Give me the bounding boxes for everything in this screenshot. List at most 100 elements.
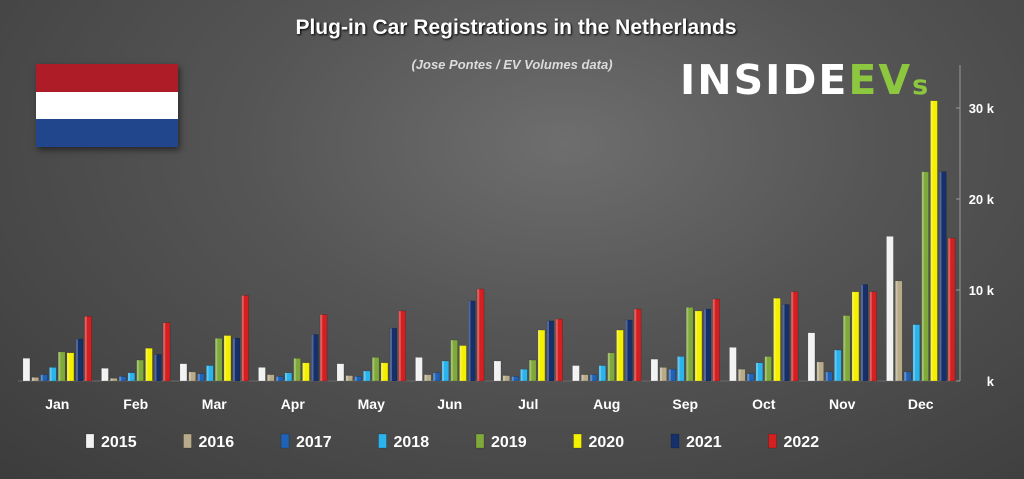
bar-2017-Aug bbox=[589, 374, 598, 382]
x-tick-label-Jul: Jul bbox=[518, 396, 538, 412]
logo-text-green: EV bbox=[848, 56, 913, 104]
bar-2019-Jan bbox=[57, 351, 66, 382]
bar-highlight bbox=[843, 315, 846, 381]
bar-highlight bbox=[703, 309, 706, 381]
bar-highlight bbox=[921, 171, 924, 381]
bar-2015-Dec bbox=[886, 236, 894, 382]
bar-highlight bbox=[694, 310, 698, 381]
bar-highlight bbox=[634, 309, 637, 381]
bar-2022-Feb bbox=[162, 322, 171, 382]
bar-highlight bbox=[389, 328, 392, 381]
bar-highlight bbox=[31, 377, 34, 381]
bar-2018-Sep bbox=[677, 356, 685, 382]
bar-2021-Jan bbox=[75, 338, 83, 382]
bar-highlight bbox=[459, 345, 462, 381]
bar-highlight bbox=[119, 376, 122, 381]
bar-highlight bbox=[764, 356, 767, 381]
bar-2022-Jul bbox=[555, 318, 563, 382]
bar-2022-Dec bbox=[947, 237, 956, 382]
bar-highlight bbox=[241, 295, 244, 381]
bar-2020-Dec bbox=[930, 100, 938, 382]
bar-2018-Aug bbox=[598, 365, 607, 382]
bar-2016-May bbox=[345, 375, 353, 382]
flag-stripe-white bbox=[36, 91, 178, 120]
bar-highlight bbox=[590, 374, 593, 381]
bar-2019-Oct bbox=[764, 356, 772, 382]
bar-2016-Jan bbox=[31, 377, 39, 382]
chart-subtitle: (Jose Pontes / EV Volumes data) bbox=[411, 57, 613, 72]
bar-2020-Jul bbox=[537, 329, 546, 382]
bar-2015-Aug bbox=[572, 365, 580, 382]
legend-label-2018: 2018 bbox=[394, 434, 430, 451]
legend-label-2022: 2022 bbox=[784, 434, 820, 451]
bar-highlight bbox=[502, 375, 505, 381]
bar-highlight bbox=[529, 360, 532, 381]
bar-2021-Mar bbox=[232, 337, 240, 382]
bar-highlight bbox=[477, 289, 480, 381]
x-tick-label-Oct: Oct bbox=[752, 396, 776, 412]
bar-highlight bbox=[686, 307, 689, 381]
bar-2016-Oct bbox=[738, 368, 746, 382]
bar-highlight bbox=[49, 367, 52, 381]
bar-highlight bbox=[677, 356, 680, 381]
bar-2017-Jun bbox=[432, 372, 441, 382]
bar-2021-Feb bbox=[154, 354, 162, 382]
bar-2015-Sep bbox=[650, 358, 659, 382]
bar-2022-Jun bbox=[476, 288, 485, 382]
bar-2020-Sep bbox=[694, 310, 703, 382]
bar-highlight bbox=[537, 330, 541, 381]
bar-2015-Jun bbox=[415, 357, 423, 382]
bar-2022-Nov bbox=[869, 291, 877, 382]
bar-highlight bbox=[738, 369, 741, 381]
bar-2021-Aug bbox=[625, 319, 633, 382]
x-tick-label-Mar: Mar bbox=[202, 396, 227, 412]
bar-2015-Oct bbox=[729, 347, 737, 382]
bar-2018-Nov bbox=[834, 349, 842, 382]
bar-highlight bbox=[354, 376, 357, 381]
bar-highlight bbox=[668, 369, 671, 381]
bar-highlight bbox=[40, 374, 43, 381]
bar-2018-Oct bbox=[755, 362, 764, 382]
bar-2017-Feb bbox=[118, 376, 127, 382]
bar-2020-Mar bbox=[223, 335, 232, 382]
bar-2016-Jul bbox=[502, 375, 510, 382]
bar-highlight bbox=[511, 376, 514, 381]
bar-highlight bbox=[320, 314, 323, 381]
bar-2020-Feb bbox=[145, 347, 153, 382]
bar-highlight bbox=[380, 362, 384, 381]
bar-highlight bbox=[302, 362, 305, 381]
bar-highlight bbox=[895, 280, 898, 381]
bar-2016-Aug bbox=[581, 374, 589, 382]
bar-highlight bbox=[101, 368, 104, 381]
bar-highlight bbox=[791, 291, 794, 381]
bar-2017-Jul bbox=[511, 376, 519, 382]
legend-swatch-2019 bbox=[475, 433, 485, 449]
bar-highlight bbox=[372, 357, 375, 381]
bar-highlight bbox=[607, 352, 610, 381]
bar-highlight bbox=[136, 360, 139, 381]
x-tick-label-Feb: Feb bbox=[123, 396, 148, 412]
bar-2022-Jan bbox=[84, 316, 92, 382]
bar-highlight bbox=[939, 171, 942, 381]
bar-highlight bbox=[816, 361, 819, 381]
legend-swatch-2021 bbox=[670, 433, 680, 449]
bar-2021-Apr bbox=[311, 334, 319, 382]
bar-highlight bbox=[930, 100, 933, 381]
bar-highlight bbox=[572, 365, 575, 381]
bar-2018-Jun bbox=[441, 360, 450, 382]
bar-2021-Dec bbox=[939, 171, 947, 382]
bar-2016-Apr bbox=[267, 374, 275, 382]
bar-highlight bbox=[581, 374, 584, 381]
bar-highlight bbox=[433, 372, 436, 381]
legend-swatch-2015 bbox=[85, 433, 95, 449]
bar-highlight bbox=[520, 369, 523, 381]
bar-2022-Sep bbox=[712, 298, 720, 382]
bar-highlight bbox=[276, 376, 279, 381]
x-tick-label-Apr: Apr bbox=[281, 396, 306, 412]
bar-2020-Aug bbox=[616, 329, 624, 382]
bar-highlight bbox=[284, 372, 288, 381]
bar-highlight bbox=[398, 310, 401, 381]
legend-label-2019: 2019 bbox=[491, 434, 527, 451]
